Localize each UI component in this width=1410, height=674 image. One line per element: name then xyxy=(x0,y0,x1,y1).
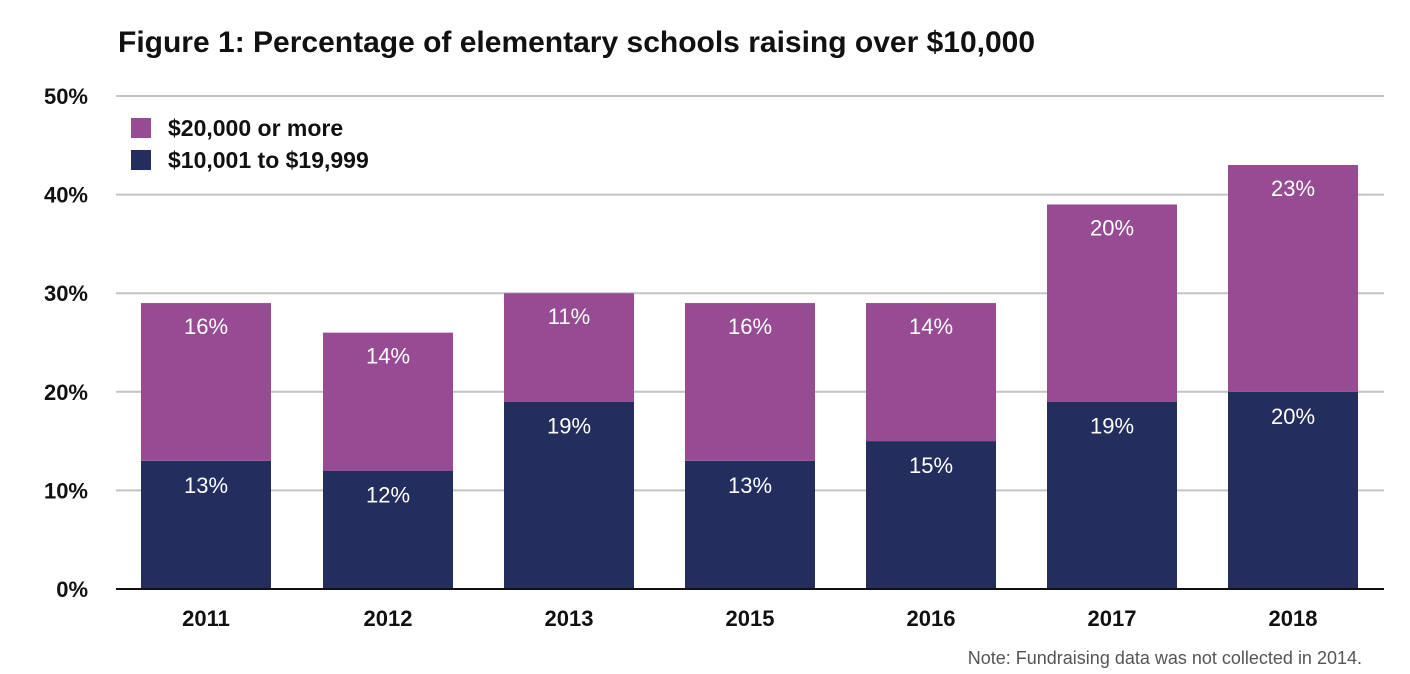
y-tick-label-40: 40% xyxy=(44,183,88,208)
data-label-2017-20000-or-more: 20% xyxy=(1090,215,1134,240)
bar-2017-10001-to-19999 xyxy=(1047,401,1177,589)
bar-2011-20000-or-more xyxy=(141,303,271,461)
legend-swatch-10001-to-19999 xyxy=(131,150,151,170)
data-label-2011-10001-to-19999: 13% xyxy=(184,473,228,498)
data-label-2015-10001-to-19999: 13% xyxy=(728,473,772,498)
x-tick-label-2015: 2015 xyxy=(726,606,775,631)
data-label-2013-20000-or-more: 11% xyxy=(548,304,590,329)
y-tick-label-0: 0% xyxy=(56,577,88,602)
bar-2015-20000-or-more xyxy=(685,303,815,461)
bar-2013-20000-or-more xyxy=(504,293,634,402)
y-tick-label-50: 50% xyxy=(44,84,88,109)
bar-2017-20000-or-more xyxy=(1047,204,1177,402)
bar-2012-10001-to-19999 xyxy=(323,470,453,589)
x-tick-label-2012: 2012 xyxy=(364,606,413,631)
bar-2016-10001-to-19999 xyxy=(866,441,996,589)
data-label-2017-10001-to-19999: 19% xyxy=(1090,414,1134,439)
chart-note: Note: Fundraising data was not collected… xyxy=(967,648,1362,668)
data-label-2013-10001-to-19999: 19% xyxy=(547,414,591,439)
data-label-2015-20000-or-more: 16% xyxy=(728,314,772,339)
x-tick-label-2011: 2011 xyxy=(182,606,230,631)
x-tick-label-2016: 2016 xyxy=(907,606,956,631)
data-label-2018-10001-to-19999: 20% xyxy=(1271,404,1315,429)
y-tick-label-30: 30% xyxy=(44,281,88,306)
bar-2012-20000-or-more xyxy=(323,332,453,471)
data-label-2016-10001-to-19999: 15% xyxy=(909,453,953,478)
x-tick-label-2017: 2017 xyxy=(1088,606,1137,631)
bar-2015-10001-to-19999 xyxy=(685,460,815,589)
bar-2013-10001-to-19999 xyxy=(504,401,634,589)
y-tick-label-20: 20% xyxy=(44,380,88,405)
legend-swatch-20000-or-more xyxy=(131,118,151,138)
legend-label-10001-to-19999: $10,001 to $19,999 xyxy=(168,147,369,173)
legend-label-20000-or-more: $20,000 or more xyxy=(168,115,343,141)
data-label-2016-20000-or-more: 14% xyxy=(909,314,953,339)
bar-2018-20000-or-more xyxy=(1228,165,1358,392)
y-tick-label-10: 10% xyxy=(44,478,88,503)
bar-2016-20000-or-more xyxy=(866,303,996,442)
data-label-2012-10001-to-19999: 12% xyxy=(366,483,410,508)
data-label-2018-20000-or-more: 23% xyxy=(1271,176,1315,201)
data-label-2012-20000-or-more: 14% xyxy=(366,344,410,369)
x-tick-label-2018: 2018 xyxy=(1269,606,1318,631)
bar-2011-10001-to-19999 xyxy=(141,460,271,589)
chart-title: Figure 1: Percentage of elementary schoo… xyxy=(118,26,1036,59)
bar-2018-10001-to-19999 xyxy=(1228,391,1358,589)
data-label-2011-20000-or-more: 16% xyxy=(184,314,228,339)
x-tick-label-2013: 2013 xyxy=(545,606,594,631)
